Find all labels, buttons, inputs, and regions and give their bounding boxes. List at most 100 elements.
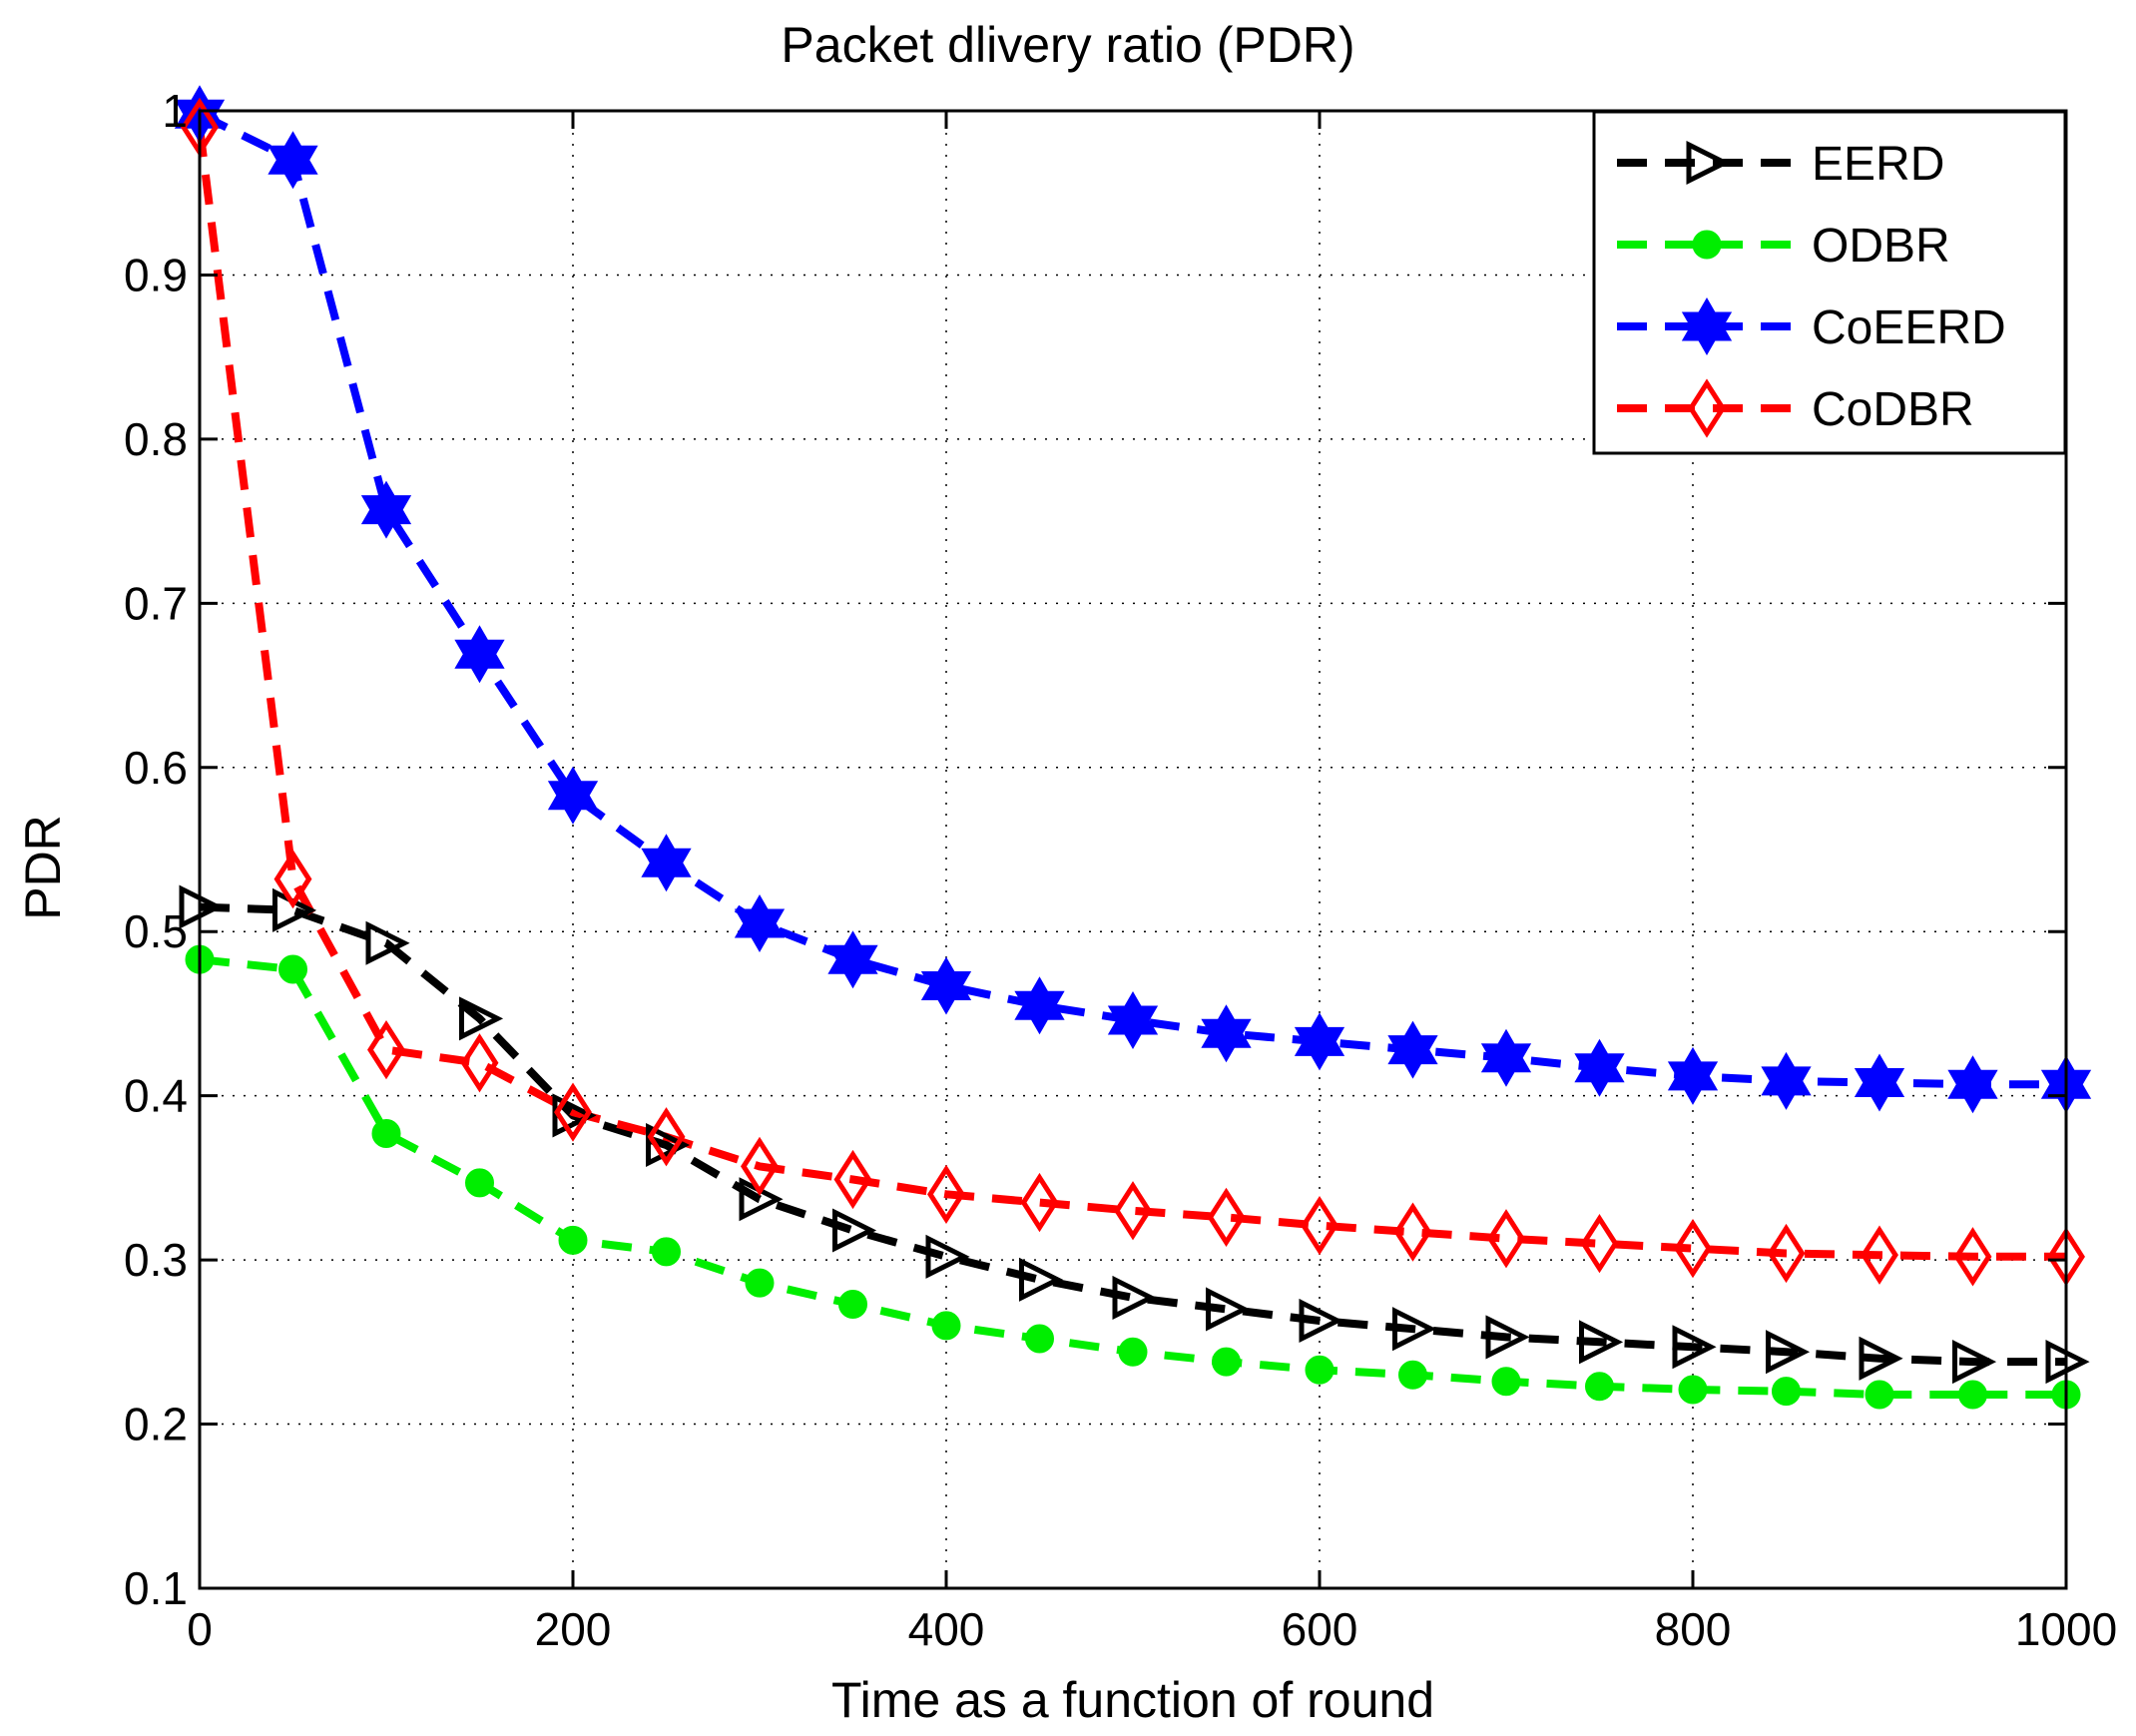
marker-coeerd <box>360 480 412 539</box>
marker-eerd <box>1112 1275 1157 1320</box>
marker-coeerd <box>1480 1028 1532 1087</box>
marker-coeerd <box>734 894 786 952</box>
marker-coeerd <box>1294 1012 1345 1071</box>
marker-eerd <box>1766 1330 1811 1375</box>
marker-odbr <box>1118 1337 1148 1367</box>
y-tick-label: 0.1 <box>124 1562 188 1614</box>
legend-marker-odbr <box>1692 230 1722 260</box>
marker-eerd <box>925 1234 970 1279</box>
marker-eerd <box>1206 1287 1251 1332</box>
legend-label-codbr: CoDBR <box>1812 383 1974 436</box>
marker-eerd <box>1952 1340 1997 1385</box>
marker-eerd <box>1579 1320 1624 1365</box>
y-tick-label: 0.4 <box>124 1070 188 1122</box>
marker-codbr <box>273 849 312 909</box>
marker-coeerd <box>547 766 599 825</box>
legend-label-coeerd: CoEERD <box>1812 301 2006 354</box>
marker-odbr <box>838 1290 867 1320</box>
marker-codbr <box>1393 1202 1432 1262</box>
marker-eerd <box>365 920 410 965</box>
marker-odbr <box>1958 1380 1987 1410</box>
marker-odbr <box>1585 1372 1614 1402</box>
axis-ticks: 0 200 400 600 800 1000 0.1 0.2 0.3 0.4 0.5 0.6 0.7 0.… <box>124 85 2117 1655</box>
marker-odbr <box>1678 1375 1708 1405</box>
marker-odbr <box>931 1311 961 1341</box>
marker-odbr <box>1772 1377 1801 1407</box>
marker-codbr <box>1020 1172 1059 1233</box>
marker-coeerd <box>641 834 692 892</box>
marker-eerd <box>832 1208 877 1253</box>
marker-codbr <box>833 1149 872 1210</box>
y-tick-label: 0.8 <box>124 413 188 465</box>
marker-codbr <box>1580 1214 1619 1274</box>
marker-odbr <box>1491 1367 1521 1397</box>
y-tick-label: 0.3 <box>124 1234 188 1286</box>
marker-odbr <box>465 1168 494 1198</box>
marker-eerd <box>1392 1307 1437 1352</box>
marker-eerd <box>1485 1315 1530 1360</box>
marker-codbr <box>741 1136 779 1197</box>
marker-codbr <box>1487 1209 1525 1269</box>
marker-codbr <box>1114 1181 1152 1241</box>
marker-codbr <box>1301 1195 1338 1256</box>
marker-odbr <box>652 1237 681 1267</box>
marker-codbr <box>367 1019 405 1080</box>
marker-codbr <box>1953 1227 1992 1287</box>
legend-label-eerd: EERD <box>1812 138 1944 191</box>
marker-odbr <box>278 954 307 984</box>
marker-odbr <box>558 1225 588 1255</box>
legend-marker-coeerd <box>1681 297 1733 355</box>
marker-coeerd <box>1667 1046 1719 1105</box>
marker-coeerd <box>1107 991 1159 1049</box>
marker-coeerd <box>920 956 972 1015</box>
marker-eerd <box>459 996 504 1041</box>
marker-odbr <box>1865 1380 1894 1410</box>
marker-eerd <box>1859 1336 1903 1381</box>
x-tick-label: 800 <box>1655 1603 1732 1655</box>
marker-codbr <box>1767 1223 1806 1284</box>
y-tick-label: 1 <box>162 85 188 137</box>
marker-eerd <box>552 1093 597 1138</box>
marker-codbr <box>1674 1218 1712 1279</box>
marker-coeerd <box>1201 1004 1252 1063</box>
marker-codbr <box>1861 1225 1898 1285</box>
marker-codbr <box>460 1033 499 1093</box>
marker-eerd <box>1019 1257 1064 1302</box>
marker-odbr <box>745 1268 775 1298</box>
marker-codbr <box>554 1082 592 1142</box>
series-line-codbr <box>196 126 2066 1261</box>
y-tick-label: 0.7 <box>124 577 188 629</box>
marker-eerd <box>1299 1298 1343 1344</box>
x-tick-label: 400 <box>908 1603 985 1655</box>
series-line-eerd <box>199 902 2066 1367</box>
marker-coeerd <box>1387 1020 1438 1079</box>
marker-eerd <box>646 1122 691 1168</box>
x-axis-label: Time as a function of round <box>831 1672 1434 1728</box>
marker-coeerd <box>827 930 878 989</box>
marker-eerd <box>1672 1325 1717 1370</box>
grid-lines <box>200 111 2066 1588</box>
x-tick-label: 200 <box>535 1603 612 1655</box>
series-line-coeerd <box>198 110 2066 1089</box>
legend: EERD ODBR CoEERD CoDBR <box>1592 110 2067 455</box>
marker-odbr <box>371 1118 401 1148</box>
marker-odbr <box>1025 1324 1054 1354</box>
y-tick-label: 0.5 <box>124 905 188 957</box>
marker-coeerd <box>1014 976 1065 1035</box>
marker-coeerd <box>1574 1038 1625 1097</box>
legend-label-odbr: ODBR <box>1812 220 1950 273</box>
legend-marker-eerd <box>1686 140 1731 186</box>
chart-title: Packet dlivery ratio (PDR) <box>781 17 1354 73</box>
plot-frame <box>198 109 2068 1590</box>
marker-coeerd <box>1854 1053 1905 1112</box>
marker-codbr <box>647 1107 686 1167</box>
data-markers <box>174 85 2092 1410</box>
x-tick-label: 0 <box>187 1603 213 1655</box>
x-tick-label: 1000 <box>2015 1603 2117 1655</box>
marker-codbr <box>1207 1187 1246 1247</box>
marker-coeerd <box>454 625 505 684</box>
marker-coeerd <box>267 131 318 190</box>
marker-codbr <box>927 1164 965 1224</box>
legend-marker-codbr <box>1688 378 1726 438</box>
